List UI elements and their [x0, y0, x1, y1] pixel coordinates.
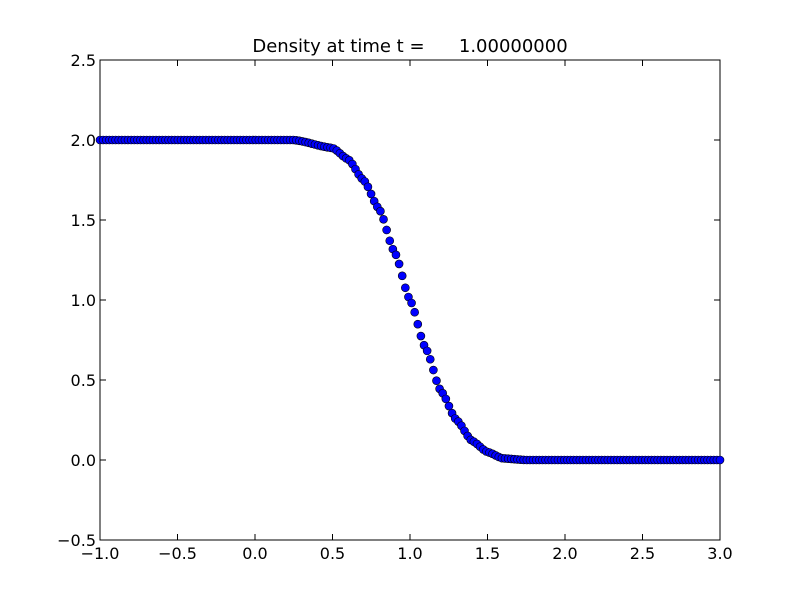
data-point	[397, 271, 407, 281]
data-point	[407, 298, 416, 308]
data-point	[432, 376, 441, 385]
data-point	[444, 401, 454, 411]
x-tick-label: −1.0	[81, 544, 120, 563]
data-point	[410, 307, 419, 317]
x-tick-label: 2.0	[552, 544, 577, 563]
data-point	[441, 394, 451, 404]
data-point	[363, 182, 373, 192]
data-point	[715, 455, 725, 465]
chart-title: Density at time t = 1.00000000	[252, 36, 567, 57]
x-tick-label: −0.5	[158, 544, 197, 563]
y-tick-label: 1.5	[71, 211, 96, 230]
data-point	[401, 283, 410, 293]
y-tick-label: 0.0	[71, 451, 96, 470]
data-point	[422, 346, 432, 356]
x-axis-ticks: −1.0 −0.5 0.0 0.5 1.0 1.5 2.0 2.5 3.0	[81, 60, 733, 563]
y-tick-label: −0.5	[57, 531, 96, 550]
data-point	[376, 206, 385, 216]
x-tick-label: 3.0	[707, 544, 732, 563]
x-tick-label: 2.5	[630, 544, 655, 563]
data-point	[382, 225, 391, 235]
y-tick-label: 2.0	[71, 131, 96, 150]
data-point	[416, 331, 426, 341]
x-tick-label: 1.5	[475, 544, 500, 563]
data-point	[429, 365, 438, 375]
y-tick-label: 0.5	[71, 371, 96, 390]
data-point	[385, 236, 395, 246]
x-tick-label: 0.5	[320, 544, 345, 563]
data-point	[391, 250, 401, 260]
data-point	[379, 215, 388, 224]
data-points	[95, 135, 725, 465]
y-axis-ticks: −0.5 0.0 0.5 1.0 1.5 2.0 2.5	[57, 51, 720, 550]
data-point	[394, 259, 404, 269]
x-tick-label: 0.0	[242, 544, 267, 563]
data-point	[413, 319, 423, 329]
data-point	[425, 354, 435, 364]
x-tick-label: 1.0	[397, 544, 422, 563]
y-tick-label: 1.0	[71, 291, 96, 310]
data-point	[366, 189, 376, 199]
y-tick-label: 2.5	[71, 51, 96, 70]
